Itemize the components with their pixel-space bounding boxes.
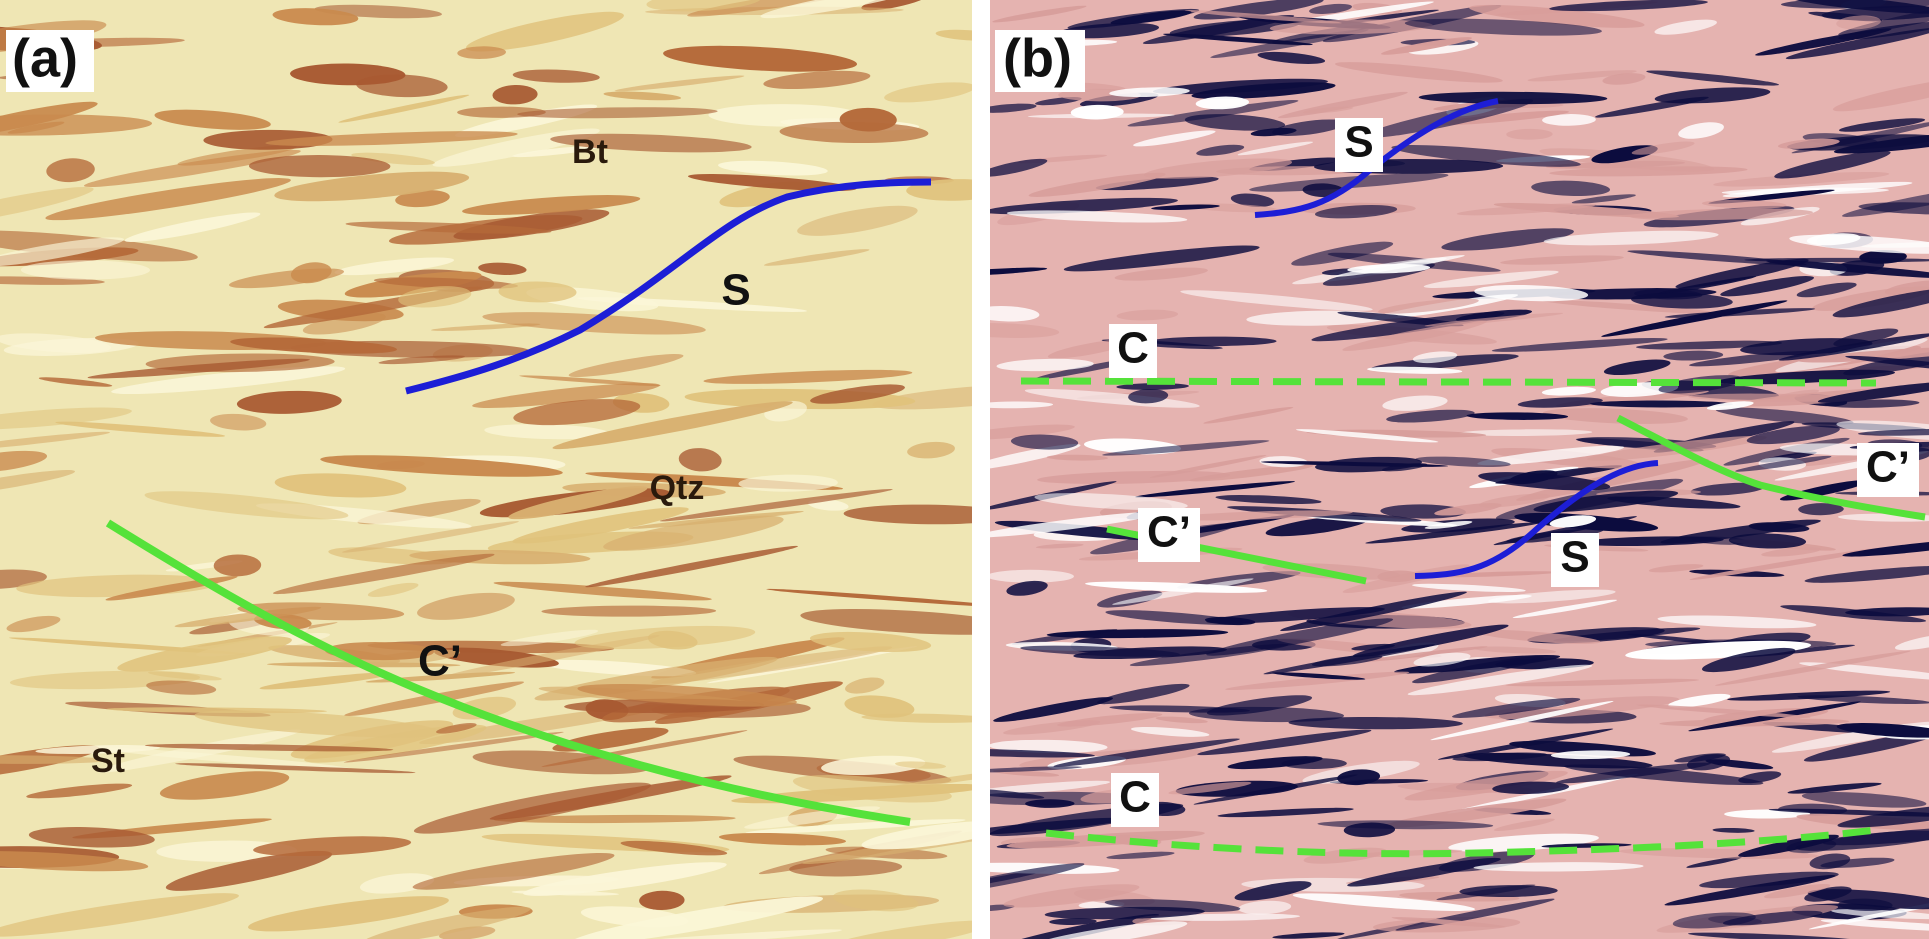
annotation: C — [1117, 324, 1149, 373]
annotation: Bt — [572, 133, 608, 171]
figure: (a) Bt S Qtz C’ St (b) S C C’ C’ S C — [0, 0, 1929, 939]
c-band — [1021, 381, 1876, 383]
annotation: C’ — [1147, 508, 1191, 557]
annotation: C’ — [418, 637, 462, 686]
annotation: S — [1560, 533, 1589, 582]
annotation: C — [1119, 773, 1151, 822]
annotation: Qtz — [650, 469, 705, 507]
annotation: St — [91, 742, 125, 780]
annotation: S — [1344, 118, 1373, 167]
annotation: C’ — [1866, 443, 1910, 492]
panel-label: (a) — [12, 28, 78, 88]
panel-label: (b) — [1003, 28, 1072, 88]
annotation: S — [721, 266, 750, 315]
